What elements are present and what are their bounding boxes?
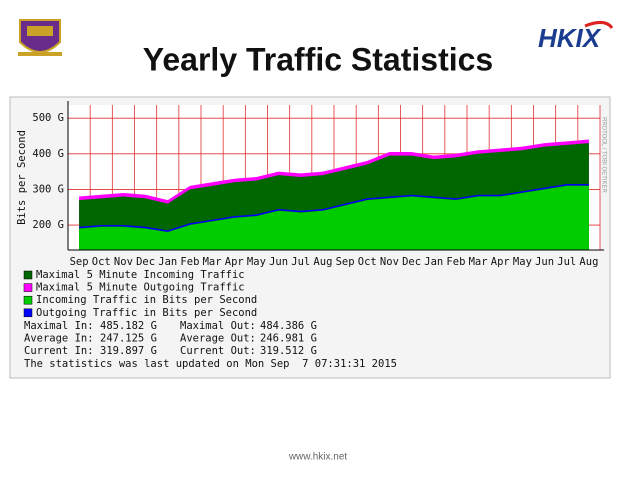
legend-label: Outgoing Traffic in Bits per Second xyxy=(36,307,257,319)
x-tick-label: Feb xyxy=(180,256,199,268)
x-tick-label: Dec xyxy=(402,256,421,268)
x-tick-label: May xyxy=(513,256,532,268)
x-tick-label: Feb xyxy=(446,256,465,268)
updated-text: The statistics was last updated on Mon S… xyxy=(24,358,397,370)
stat-text: Average In: xyxy=(24,333,94,345)
y-tick-label: 300 G xyxy=(32,183,64,195)
legend-swatch xyxy=(23,308,33,318)
cuhk-logo xyxy=(18,19,62,56)
x-tick-label: Nov xyxy=(380,256,399,268)
x-tick-label: Oct xyxy=(92,256,111,268)
x-tick-label: Mar xyxy=(203,256,222,268)
y-tick-label: 400 G xyxy=(32,148,64,160)
y-tick-label: 200 G xyxy=(32,219,64,231)
x-tick-label: Jul xyxy=(557,256,576,268)
stat-text: Current In: xyxy=(24,345,94,357)
legend-label: Incoming Traffic in Bits per Second xyxy=(36,294,257,306)
stat-text: 485.182 G xyxy=(100,320,157,332)
slide-title: Yearly Traffic Statistics xyxy=(143,41,493,77)
stat-text: 484.386 G xyxy=(260,320,317,332)
area xyxy=(79,185,589,250)
credit: RRDTOOL / TOBI OETIKER xyxy=(600,117,606,193)
x-tick-label: Apr xyxy=(225,256,244,268)
x-tick-label: Jan xyxy=(424,256,443,268)
x-tick-label: May xyxy=(247,256,266,268)
y-axis-label: Bits per Second xyxy=(16,130,28,225)
line xyxy=(79,184,589,232)
y-tick-label: 500 G xyxy=(32,112,64,124)
x-tick-label: Sep xyxy=(70,256,89,268)
x-tick-label: Oct xyxy=(358,256,377,268)
logo-swoosh xyxy=(584,21,614,29)
legend-swatch xyxy=(23,295,33,305)
legend-label: Maximal 5 Minute Incoming Traffic xyxy=(36,269,245,281)
stat-text: 319.512 G xyxy=(260,345,317,357)
legend-swatch xyxy=(23,283,33,292)
x-tick-label: Nov xyxy=(114,256,133,268)
stat-text: Current Out: xyxy=(180,345,256,357)
stat-text: Maximal Out: xyxy=(180,320,256,332)
stat-text: 319.897 G xyxy=(100,345,157,357)
x-tick-label: Jan xyxy=(158,256,177,268)
x-tick-label: Jun xyxy=(269,256,288,268)
footer: www.hkix.net xyxy=(288,452,348,463)
stat-text: 247.125 G xyxy=(100,333,157,345)
legend-swatch xyxy=(23,270,33,280)
x-tick-label: Dec xyxy=(136,256,155,268)
hkix-logo: HKIX xyxy=(538,23,602,53)
x-tick-label: Aug xyxy=(313,256,332,268)
stat-text: Maximal In: xyxy=(24,320,94,332)
x-tick-label: Jun xyxy=(535,256,554,268)
x-tick-label: Sep xyxy=(336,256,355,268)
x-tick-label: Mar xyxy=(469,256,488,268)
stat-text: 246.981 G xyxy=(260,333,317,345)
x-tick-label: Aug xyxy=(579,256,598,268)
legend-label: Maximal 5 Minute Outgoing Traffic xyxy=(36,282,245,294)
stat-text: Average Out: xyxy=(180,333,256,345)
x-tick-label: Apr xyxy=(491,256,510,268)
x-tick-label: Jul xyxy=(291,256,310,268)
